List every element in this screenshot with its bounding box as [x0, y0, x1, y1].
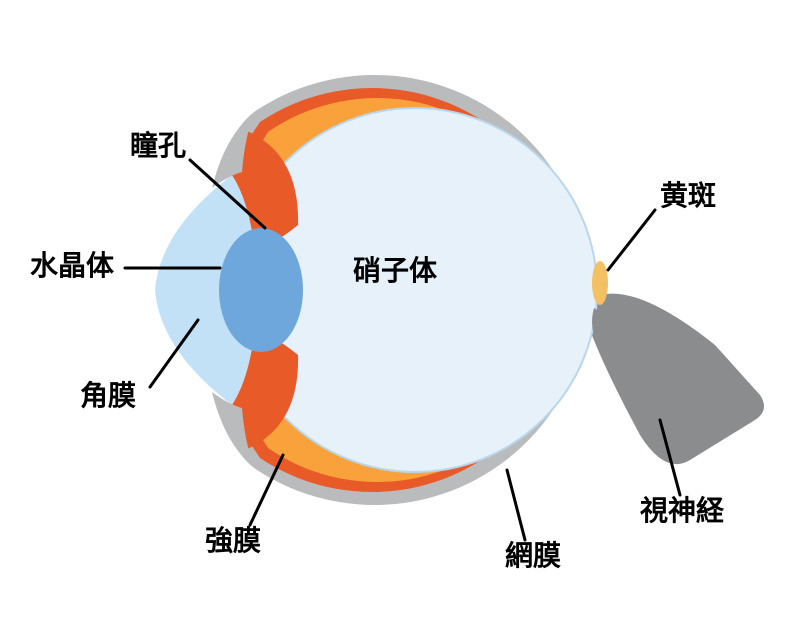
optic_nerve-label: 視神経	[640, 494, 725, 526]
pupil-label: 瞳孔	[130, 129, 186, 161]
lens	[219, 228, 303, 352]
sclera-label: 強膜	[205, 525, 261, 556]
macula-label: 黄斑	[660, 180, 716, 211]
vitreous-label: 硝子体	[353, 255, 438, 286]
retina-leader	[507, 470, 525, 540]
macula	[592, 261, 608, 305]
eye-diagram: 瞳孔水晶体角膜強膜 網膜 視神経 黄斑硝子体	[0, 0, 800, 640]
lens-label: 水晶体	[30, 250, 115, 281]
cornea-label: 角膜	[80, 379, 136, 411]
macula-leader	[608, 210, 655, 270]
optic-nerve	[590, 294, 764, 465]
retina-label: 網膜	[505, 540, 561, 571]
